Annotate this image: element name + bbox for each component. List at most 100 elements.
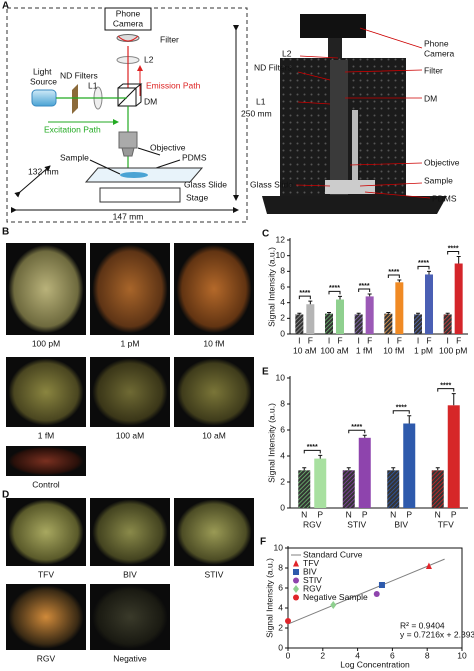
bar	[295, 314, 304, 334]
bar	[447, 405, 460, 508]
label: Phone	[424, 38, 449, 48]
bar-label: I	[328, 335, 330, 345]
photo-label: 10 aM	[202, 430, 226, 440]
significance-bracket	[298, 295, 311, 300]
x-tick-label: BIV	[394, 519, 408, 529]
significance-bracket	[328, 290, 341, 295]
legend-label: Standard Curve	[303, 549, 363, 559]
photo-label: 100 aM	[116, 430, 144, 440]
photo-glow	[92, 244, 168, 334]
error-bar	[302, 467, 307, 471]
y-tick-label: 12	[276, 234, 286, 244]
y-tick-label: 6	[280, 424, 285, 434]
label: 147 mm	[113, 211, 144, 221]
significance: ****	[299, 290, 310, 297]
error-bar	[456, 255, 461, 264]
error-bar	[318, 454, 323, 459]
error-bar	[297, 312, 302, 315]
y-tick-label: 0	[280, 502, 285, 512]
label: Excitation Path	[44, 124, 101, 134]
bar	[342, 470, 355, 508]
significance-bracket	[417, 265, 430, 270]
bar-label: P	[362, 509, 368, 519]
label-bg	[240, 108, 272, 118]
beam	[117, 35, 139, 42]
label: L1	[88, 80, 98, 90]
photo-glow	[176, 244, 252, 334]
bar	[384, 313, 393, 334]
leader	[89, 159, 121, 175]
error-bar	[391, 467, 396, 471]
bar	[354, 314, 363, 334]
marker	[425, 562, 432, 569]
bar	[306, 304, 315, 334]
significance-bracket	[437, 388, 455, 392]
label: PDMS	[182, 152, 207, 162]
label: Filter	[160, 34, 179, 44]
significance-bracket	[303, 449, 321, 454]
significance: ****	[448, 245, 459, 252]
error-bar	[427, 270, 431, 275]
label: Camera	[424, 48, 455, 58]
panel-label: F	[260, 537, 266, 548]
significance-bracket	[348, 429, 366, 434]
label: ND Filters	[60, 70, 98, 80]
bar-label: N	[301, 509, 307, 519]
bar-label: I	[298, 335, 300, 345]
bar	[454, 263, 463, 334]
bar-label: F	[397, 335, 402, 345]
y-tick-label: 8	[280, 266, 285, 276]
photo-glow	[92, 358, 168, 426]
significance: ****	[388, 269, 399, 276]
photo-glow	[92, 499, 168, 565]
photo-glow	[8, 585, 84, 649]
error-bar	[386, 311, 391, 314]
bar	[325, 313, 333, 334]
panel-label: D	[2, 490, 9, 501]
significance: ****	[440, 382, 451, 389]
label: Camera	[113, 18, 144, 28]
device-photo: Phone Camera L2 Filter ND Filters DM L1 …	[250, 14, 460, 214]
x-tick-label: RGV	[303, 519, 322, 529]
stage	[325, 180, 375, 194]
significance: ****	[418, 260, 429, 267]
photo-label: TFV	[38, 569, 54, 579]
label: Stage	[186, 192, 208, 202]
bar	[425, 274, 433, 334]
legend-label: TFV	[303, 558, 319, 568]
bar-label: F	[426, 335, 431, 345]
photo-label: BIV	[123, 569, 137, 579]
photo-glow	[92, 585, 168, 649]
significance: ****	[359, 283, 370, 290]
bar-label: I	[387, 335, 389, 345]
bar-label: I	[357, 335, 359, 345]
label: 250 mm	[241, 108, 272, 118]
objective	[118, 131, 138, 149]
bar-label: I	[446, 335, 448, 345]
photo-label: 10 fM	[203, 338, 224, 348]
x-tick-label: 100 pM	[439, 345, 467, 355]
label: L2	[282, 48, 292, 58]
photo-label: STIV	[205, 569, 224, 579]
error-bar	[362, 434, 367, 438]
label: ND Filters	[254, 62, 292, 72]
sample	[120, 172, 148, 178]
y-axis-label: Signal Intensity (a.u.)	[264, 558, 274, 638]
error-bar	[451, 393, 456, 406]
marker	[373, 591, 380, 597]
error-bar	[308, 300, 313, 305]
y-tick-label: 4	[280, 297, 285, 307]
bar-label: I	[417, 335, 419, 345]
error-bar	[338, 295, 342, 300]
significance: ****	[329, 285, 340, 292]
x-tick-label: 4	[355, 650, 360, 660]
label: Sample	[60, 152, 89, 162]
significance: ****	[307, 444, 318, 451]
error-bar	[367, 293, 372, 297]
bar	[358, 437, 371, 508]
label: Light	[33, 66, 52, 76]
photo-label: 100 pM	[32, 338, 60, 348]
marker	[330, 601, 337, 609]
leader	[295, 27, 431, 199]
photo-glow	[176, 358, 252, 426]
